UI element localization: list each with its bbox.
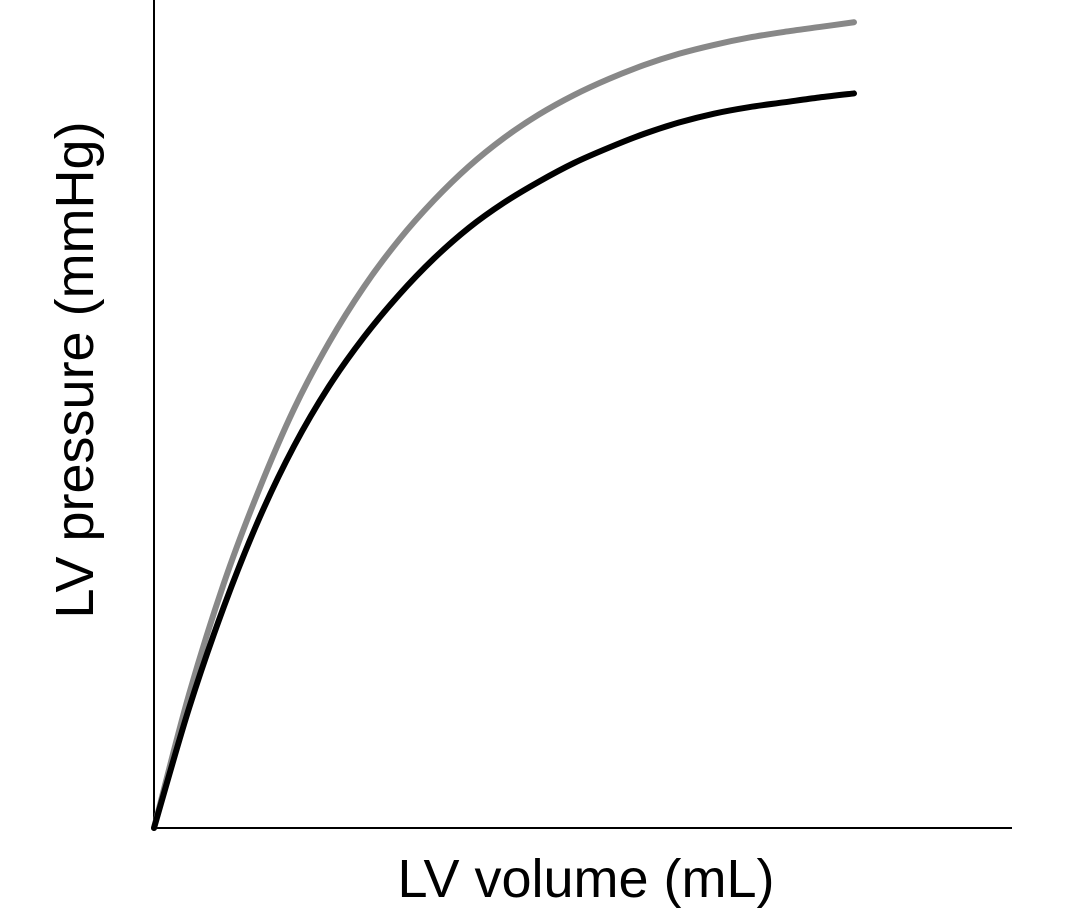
y-axis-title: LV pressure (mmHg) — [45, 121, 105, 618]
series-line-gray — [151, 19, 857, 831]
x-axis-title: LV volume (mL) — [397, 849, 774, 909]
series-layer — [151, 19, 857, 831]
series-line-black — [151, 90, 857, 831]
axes — [153, 0, 1012, 829]
